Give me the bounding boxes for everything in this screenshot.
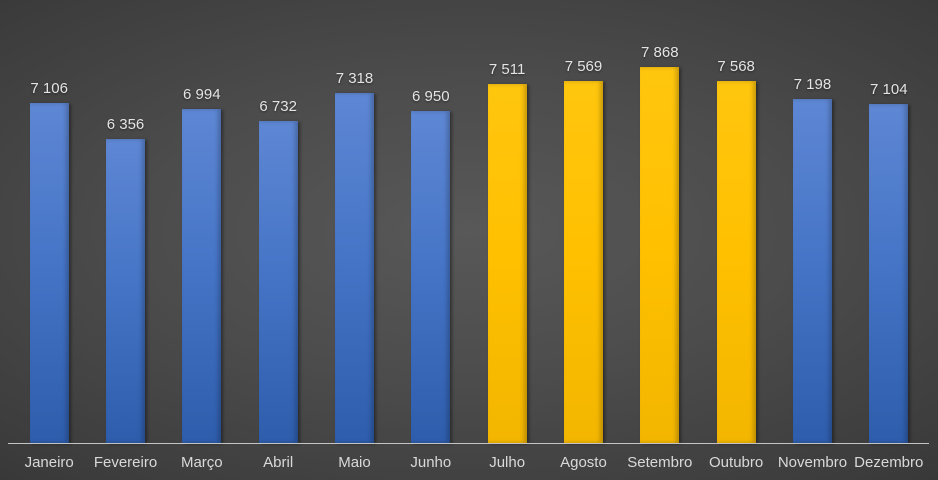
bar-value-label: 6 356	[106, 116, 145, 133]
bar-blue	[411, 111, 451, 443]
x-axis-tick-label: Janeiro	[24, 454, 74, 471]
bar-value-label: 6 994	[183, 86, 221, 103]
bar-blue	[869, 104, 909, 443]
bar-column: 7 318	[316, 70, 392, 443]
bar-blue	[105, 139, 145, 443]
bar-yellow	[487, 84, 527, 443]
bar-blue	[258, 121, 298, 443]
bar-column: 6 950	[393, 88, 469, 443]
x-axis-labels: Janeiro Fevereiro Março Abril Maio Junho Julho…	[0, 444, 938, 480]
bar-column: 7 568	[698, 58, 774, 443]
bar-blue	[334, 93, 374, 443]
bar-column: 7 198	[774, 76, 850, 443]
bar-column: 7 106	[11, 80, 87, 443]
bar-column: 6 994	[164, 86, 240, 443]
x-axis-tick-label: Março	[180, 454, 223, 471]
x-axis-tick-label: Abril	[263, 454, 294, 471]
bar-blue	[182, 109, 222, 443]
x-axis-tick-label: Fevereiro	[93, 454, 158, 471]
bar-value-label: 7 568	[717, 58, 755, 75]
bar-column: 6 732	[240, 98, 316, 443]
bar-column: 6 356	[87, 116, 163, 443]
bar-column: 7 868	[622, 44, 698, 443]
bar-value-label: 7 511	[488, 61, 526, 78]
bar-yellow	[563, 81, 603, 443]
bar-value-label: 7 198	[793, 76, 832, 93]
bar-column: 7 511	[469, 61, 545, 443]
x-axis-tick-label: Dezembro	[854, 454, 924, 471]
bar-value-label: 7 104	[870, 81, 908, 98]
bar-value-label: 6 732	[259, 98, 297, 115]
x-axis-tick-label: Novembro	[777, 454, 848, 471]
bar-blue	[792, 99, 832, 443]
bar-value-label: 7 868	[641, 44, 679, 61]
bar-yellow	[716, 81, 756, 443]
bar-yellow	[640, 67, 680, 443]
x-axis-tick-label: Maio	[338, 454, 371, 471]
bar-blue	[29, 103, 69, 443]
x-axis-tick-label: Junho	[410, 454, 452, 471]
plot-area: 7 106 6 356 6 994 6 732 7 318 6 950 7 511 7 569…	[11, 44, 927, 443]
bar-value-label: 7 106	[30, 80, 68, 97]
bar-value-label: 7 318	[335, 70, 374, 87]
x-axis-tick-label: Setembro	[627, 454, 693, 471]
x-axis-line	[8, 443, 929, 444]
x-axis-tick-label: Outubro	[709, 454, 764, 471]
x-axis-tick-label: Julho	[489, 454, 526, 471]
bar-value-label: 7 569	[564, 58, 603, 75]
bar-value-label: 6 950	[412, 88, 450, 105]
x-axis-tick-label: Agosto	[560, 454, 607, 471]
bar-column: 7 569	[545, 58, 621, 443]
bar-column: 7 104	[851, 81, 927, 443]
